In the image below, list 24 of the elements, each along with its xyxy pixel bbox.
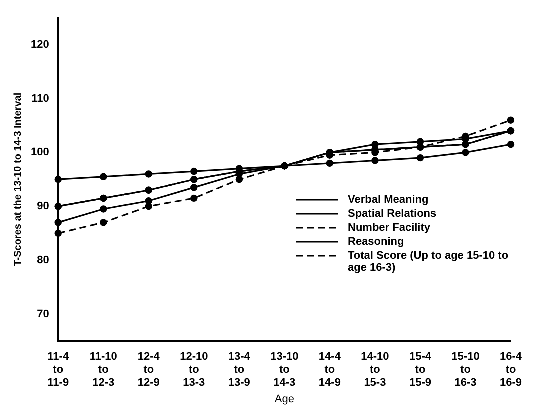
x-axis-title: Age xyxy=(274,393,294,406)
y-axis-title: T-Scores at the 13-10 to 14-3 Interval xyxy=(12,92,24,266)
legend-label: Spatial Relations xyxy=(348,208,437,220)
x-tick-label: 14-10 to 15-3 xyxy=(361,350,390,390)
x-tick-label: 16-4 to 16-9 xyxy=(500,350,523,390)
legend-label: Reasoning xyxy=(348,236,404,248)
legend-label: Number Facility xyxy=(348,222,431,234)
legend-label: Verbal Meaning xyxy=(348,194,429,206)
x-tick-label: 11-10 to 12-3 xyxy=(90,350,118,390)
x-tick-label: 15-10 to 16-3 xyxy=(452,350,480,390)
x-tick-label: 13-4 to 13-9 xyxy=(228,350,252,390)
y-tick-label: 110 xyxy=(32,92,50,105)
x-tick-label: 11-4 to 11-9 xyxy=(48,350,70,390)
y-tick-label: 100 xyxy=(30,146,50,159)
y-tick-label: 90 xyxy=(37,200,50,213)
legend-label: Total Score (Up to age 15-10 to age 16-3) xyxy=(348,250,510,274)
x-tick-label: 12-10 to 13-3 xyxy=(180,350,208,390)
y-tick-label: 80 xyxy=(37,254,50,266)
x-tick-label: 12-4 to 12-9 xyxy=(138,350,161,390)
y-tick-label: 120 xyxy=(30,38,50,51)
y-tick-label: 70 xyxy=(37,308,50,320)
x-tick-label: 15-4 to 15-9 xyxy=(409,350,432,390)
x-tick-label: 14-4 to 14-9 xyxy=(318,350,342,390)
x-tick-label: 13-10 to 14-3 xyxy=(270,350,299,390)
